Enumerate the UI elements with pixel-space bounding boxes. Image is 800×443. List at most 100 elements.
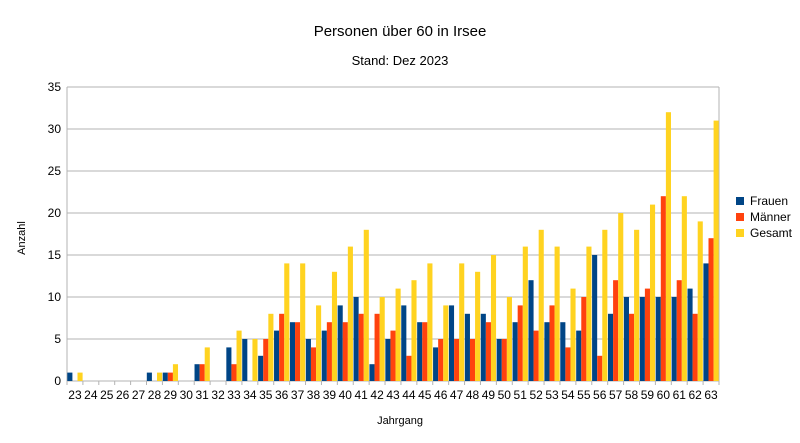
- bar-männer: [422, 322, 428, 381]
- bar-gesamt: [427, 263, 433, 381]
- y-axis-label: Anzahl: [16, 221, 28, 255]
- bar-männer: [517, 305, 523, 381]
- x-tick-label: 48: [466, 388, 480, 402]
- x-axis-label: Jahrgang: [377, 415, 423, 427]
- y-tick-label: 15: [48, 248, 62, 262]
- bar-gesamt: [157, 372, 163, 381]
- bar-männer: [660, 196, 666, 381]
- bar-frauen: [353, 297, 359, 381]
- legend-swatch: [736, 213, 744, 221]
- legend-label: Gesamt: [750, 226, 793, 240]
- x-tick-label: 50: [498, 388, 512, 402]
- bar-männer: [565, 347, 571, 381]
- bar-männer: [326, 322, 332, 381]
- bar-gesamt: [331, 271, 338, 381]
- legend: Frauen Männer Gesamt: [736, 194, 793, 240]
- x-tick-label: 31: [195, 388, 209, 402]
- bar-männer: [279, 313, 285, 381]
- x-tick-label: 33: [227, 388, 241, 402]
- bar-männer: [438, 339, 444, 381]
- bar-gesamt: [204, 347, 210, 381]
- x-tick-label: 56: [593, 388, 607, 402]
- bar-männer: [613, 280, 619, 381]
- bar-männer: [406, 355, 412, 381]
- x-tick-label: 27: [132, 388, 146, 402]
- bar-männer: [199, 364, 205, 381]
- bar-frauen: [607, 313, 614, 381]
- y-tick-labels: 0 5 10 15 20 25 30 35: [48, 80, 62, 388]
- x-tick-label: 24: [84, 388, 98, 402]
- bar-frauen: [687, 288, 693, 381]
- bar-gesamt: [490, 255, 497, 381]
- bar-gesamt: [522, 246, 528, 381]
- x-tick-label: 55: [577, 388, 591, 402]
- bar-männer: [581, 297, 587, 381]
- x-tick-label: 62: [688, 388, 702, 402]
- x-tick-label: 42: [370, 388, 384, 402]
- grid: [66, 86, 720, 385]
- bar-gesamt: [379, 297, 385, 381]
- x-tick-label: 52: [529, 388, 543, 402]
- x-tick-label: 34: [243, 388, 257, 402]
- x-tick-label: 28: [148, 388, 162, 402]
- x-tick-label: 53: [545, 388, 559, 402]
- bar-frauen: [67, 372, 73, 381]
- bar-gesamt: [713, 120, 719, 381]
- bar-frauen: [433, 347, 439, 381]
- bar-männer: [692, 313, 698, 381]
- bar-frauen: [671, 297, 677, 381]
- x-tick-label: 32: [211, 388, 225, 402]
- bar-männer: [263, 339, 269, 381]
- bar-frauen: [448, 305, 455, 381]
- bar-männer: [549, 305, 555, 381]
- bar-gesamt: [347, 246, 353, 381]
- bar-gesamt: [586, 246, 592, 381]
- bar-männer: [310, 347, 317, 381]
- bar-gesamt: [506, 297, 512, 381]
- bar-männer: [390, 330, 396, 381]
- bar-frauen: [623, 297, 629, 381]
- bar-frauen: [703, 263, 709, 381]
- x-tick-label: 30: [180, 388, 194, 402]
- x-tick-label: 63: [704, 388, 718, 402]
- y-tick-label: 25: [48, 164, 62, 178]
- legend-label: Frauen: [750, 194, 788, 208]
- y-tick-label: 5: [54, 332, 61, 346]
- bar-gesamt: [316, 305, 322, 381]
- x-tick-label: 26: [116, 388, 130, 402]
- bar-gesamt: [77, 372, 83, 381]
- legend-swatch: [736, 197, 744, 205]
- bar-frauen: [496, 339, 502, 381]
- x-tick-label: 57: [609, 388, 623, 402]
- bar-gesamt: [602, 229, 608, 381]
- bars: [67, 112, 719, 381]
- x-tick-label: 41: [355, 388, 369, 402]
- legend-swatch: [736, 229, 744, 237]
- bar-gesamt: [681, 196, 687, 381]
- bar-frauen: [655, 297, 661, 381]
- bar-gesamt: [538, 229, 544, 381]
- bar-frauen: [258, 355, 264, 381]
- y-tick-label: 10: [48, 290, 62, 304]
- bar-gesamt: [665, 112, 671, 381]
- bar-frauen: [289, 322, 296, 381]
- x-tick-label: 47: [450, 388, 464, 402]
- bar-gesamt: [236, 330, 242, 381]
- bar-männer: [342, 322, 348, 381]
- bar-männer: [485, 322, 491, 381]
- bar-männer: [628, 313, 635, 381]
- bar-männer: [597, 355, 603, 381]
- bar-männer: [167, 372, 173, 381]
- x-tick-label: 36: [275, 388, 289, 402]
- bar-gesamt: [252, 339, 258, 381]
- bar-frauen: [592, 255, 598, 381]
- bar-frauen: [146, 372, 152, 381]
- bar-männer: [454, 339, 460, 381]
- x-tick-label: 39: [323, 388, 337, 402]
- x-tick-label: 23: [68, 388, 82, 402]
- bar-männer: [708, 238, 714, 381]
- bar-frauen: [274, 330, 280, 381]
- bar-gesamt: [634, 229, 640, 381]
- bar-gesamt: [570, 288, 576, 381]
- bar-männer: [358, 313, 364, 381]
